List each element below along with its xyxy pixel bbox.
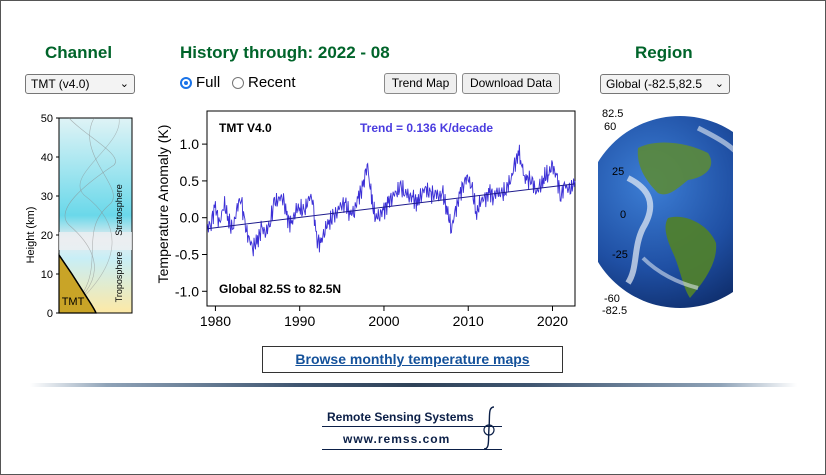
trend-label: Trend = 0.136 K/decade <box>360 121 493 135</box>
radio-recent-indicator <box>232 76 244 89</box>
region-select[interactable]: Global (-82.5,82.5 ⌄ <box>600 74 730 94</box>
globe-lat-label: 82.5 <box>602 108 623 120</box>
x-tick-label: 2020 <box>537 313 568 329</box>
region-select-value: Global (-82.5,82.5 <box>606 77 703 91</box>
x-tick-label: 1990 <box>284 313 315 329</box>
chart-ylabel: Temperature Anomaly (K) <box>155 125 171 284</box>
series-line-0 <box>206 144 576 257</box>
integral-logo-icon <box>483 406 495 450</box>
y-tick-label: -1.0 <box>175 283 199 299</box>
radio-full[interactable]: Full <box>180 74 220 91</box>
trend-map-button[interactable]: Trend Map <box>384 73 457 94</box>
radio-full-label: Full <box>196 74 221 91</box>
radio-recent[interactable]: Recent <box>232 74 296 91</box>
channel-profile-label: TMT <box>62 296 85 308</box>
globe-lat-label: 60 <box>604 121 616 133</box>
channel-heading: Channel <box>45 43 113 62</box>
height-tick-label: 10 <box>41 269 53 281</box>
region-heading: Region <box>635 43 693 62</box>
rss-company-name: Remote Sensing Systems <box>327 410 474 424</box>
height-tick-label: 20 <box>41 230 53 242</box>
chevron-down-icon: ⌄ <box>119 78 129 90</box>
browse-monthly-maps-link[interactable]: Browse monthly temperature maps <box>262 346 563 373</box>
stratosphere-label: Stratosphere <box>114 184 124 236</box>
temperature-chart: Temperature Anomaly (K) TMT V4.0 Trend =… <box>155 110 576 329</box>
logo-line-top <box>322 426 502 427</box>
channel-profile-panel: TMT Troposphere Stratosphere Height (km)… <box>25 113 133 320</box>
height-tick-label: 30 <box>41 191 53 203</box>
globe-lat-label: -82.5 <box>602 305 627 317</box>
x-tick-label: 2010 <box>453 313 484 329</box>
download-data-button[interactable]: Download Data <box>462 73 560 94</box>
globe-lat-label: 25 <box>612 166 624 178</box>
y-tick-label: -0.5 <box>175 246 199 262</box>
channel-select[interactable]: TMT (v4.0) ⌄ <box>25 74 135 94</box>
height-axis-label: Height (km) <box>25 207 37 264</box>
divider <box>30 383 797 387</box>
rss-url: www.remss.com <box>343 432 451 446</box>
region-label: Global 82.5S to 82.5N <box>219 282 341 296</box>
plot-area <box>206 110 576 307</box>
globe-lat-label: -25 <box>612 249 628 261</box>
radio-recent-label: Recent <box>248 74 296 91</box>
history-heading: History through: 2022 - 08 <box>180 43 390 62</box>
troposphere-label: Troposphere <box>114 252 124 303</box>
chevron-down-icon: ⌄ <box>714 78 724 90</box>
radio-full-indicator <box>180 76 192 89</box>
x-tick-label: 1980 <box>200 313 231 329</box>
y-tick-label: 0.0 <box>180 210 200 226</box>
trend-line <box>206 183 576 230</box>
globe-lat-label: 0 <box>620 209 626 221</box>
globe-panel: 82.560 25 0 -25 -60-82.5 <box>598 108 733 317</box>
height-tick-label: 50 <box>41 113 53 125</box>
y-tick-label: 0.5 <box>180 173 200 189</box>
channel-select-value: TMT (v4.0) <box>31 77 90 91</box>
chart-title: TMT V4.0 <box>219 121 272 135</box>
height-tick-label: 0 <box>47 308 53 320</box>
x-tick-label: 2000 <box>368 313 399 329</box>
globe-lat-label: -60 <box>604 293 620 305</box>
height-tick-label: 40 <box>41 152 53 164</box>
y-tick-label: 1.0 <box>180 136 200 152</box>
logo-line-bottom <box>322 449 502 450</box>
